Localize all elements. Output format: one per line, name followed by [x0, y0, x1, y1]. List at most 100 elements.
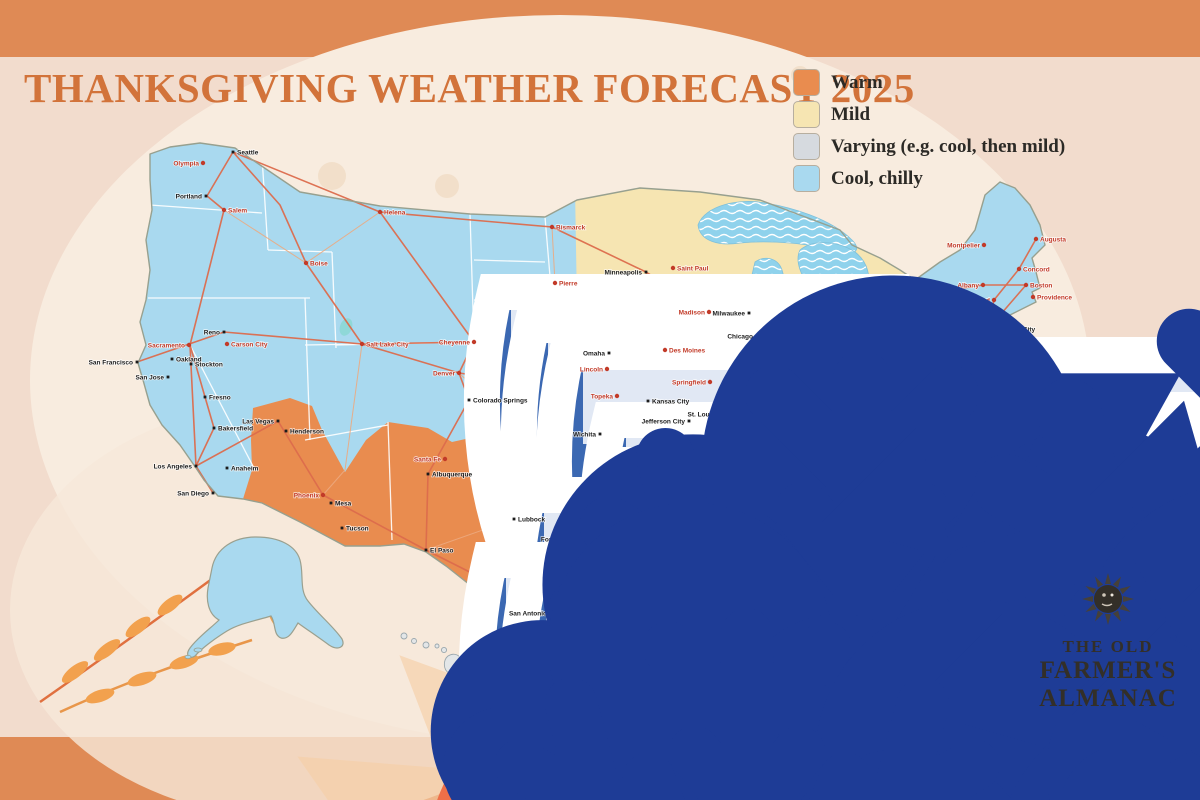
city-label: Pierre	[559, 280, 578, 287]
city-label: Phoenix	[294, 492, 320, 499]
city-dot	[512, 517, 516, 521]
capital-dot	[442, 456, 448, 462]
legend-item: Warm	[793, 69, 1065, 96]
state-capital-marker: Madison	[678, 309, 712, 317]
capital-dot	[456, 370, 462, 376]
state-capital-marker: Cheyenne	[438, 339, 477, 347]
city-marker: Stockton	[189, 361, 224, 369]
city-label: Anaheim	[231, 465, 259, 472]
city-label: Chicago	[727, 333, 753, 340]
city-marker: Henderson	[284, 428, 325, 436]
logo-line-1: THE OLD	[1062, 637, 1154, 656]
city-dot	[225, 466, 229, 470]
city-dot	[607, 351, 611, 355]
city-marker: Omaha	[582, 350, 611, 358]
capital-dot	[221, 207, 227, 213]
state-capital-marker: Albany	[957, 282, 986, 290]
state-capital-marker: Boise	[303, 260, 329, 268]
logo-line-2: FARMER'S	[1039, 657, 1177, 684]
city-dot	[276, 419, 280, 423]
city-label: Salem	[228, 207, 247, 214]
state-capital-marker: Lincoln	[579, 366, 610, 374]
almanac-logo: THE OLD FARMER'S ALMANAC	[1018, 570, 1198, 712]
city-dot	[203, 395, 207, 399]
city-label: Colorado Springs	[473, 397, 528, 404]
city-label: Carson City	[231, 341, 268, 348]
city-dot	[340, 526, 344, 530]
road	[189, 151, 234, 494]
city-label: Jefferson City	[642, 418, 686, 425]
capital-dot	[320, 492, 326, 498]
capital-dot	[549, 224, 555, 230]
road	[189, 344, 215, 467]
road	[232, 151, 363, 345]
capital-dot	[614, 393, 620, 399]
capital-dot	[991, 297, 997, 303]
city-label: Bakersfield	[218, 425, 253, 432]
logo-line-3: ALMANAC	[1039, 684, 1177, 712]
state-capital-marker: Augusta	[1033, 236, 1067, 244]
city-label: San Diego	[177, 490, 209, 497]
capital-dot	[662, 347, 668, 353]
city-label: Wichita	[573, 431, 596, 438]
city-label: St. Louis	[688, 411, 716, 418]
city-label: El Paso	[430, 547, 454, 554]
capital-dot	[1016, 266, 1022, 272]
legend: Warm Mild Varying (e.g. cool, then mild) Co…	[793, 69, 1065, 198]
capital-dot	[980, 282, 986, 288]
state-capital-marker: Helena	[377, 209, 406, 217]
state-capital-marker: Salem	[221, 207, 248, 215]
city-label: Albuquerque	[432, 471, 472, 478]
city-label: Omaha	[583, 350, 605, 357]
city-marker: Lubbock	[512, 516, 546, 524]
city-marker: El Paso	[424, 547, 454, 555]
city-marker: Tucson	[340, 525, 369, 533]
city-label: Olympia	[173, 160, 199, 167]
legend-swatch-cool	[793, 165, 820, 192]
city-label: Portland	[176, 193, 202, 200]
city-marker: Fresno	[203, 394, 231, 402]
state-capital-marker: Phoenix	[293, 492, 326, 500]
city-label: Kansas City	[652, 398, 690, 405]
city-label: Stockton	[195, 361, 223, 368]
capital-dot	[359, 341, 365, 347]
capital-dot	[707, 379, 713, 385]
city-dot	[212, 426, 216, 430]
capital-dot	[981, 242, 987, 248]
city-dot	[211, 491, 215, 495]
state-capital-marker: Denver	[432, 370, 462, 378]
city-label: Tucson	[346, 525, 369, 532]
state-capital-marker: Olympia	[173, 160, 206, 168]
city-dot	[204, 194, 208, 198]
road	[379, 211, 475, 551]
city-dot	[329, 501, 333, 505]
city-label: Salt Lake City	[366, 341, 409, 348]
legend-label: Cool, chilly	[831, 167, 923, 189]
city-marker: Milwaukee	[712, 310, 751, 318]
city-label: Madison	[679, 309, 705, 316]
state-capital-marker: Saint Paul	[670, 265, 709, 273]
city-label: Milwaukee	[712, 310, 745, 317]
city-label: San Antonio	[509, 610, 547, 617]
city-label: Topeka	[591, 393, 614, 400]
city-dot	[426, 472, 430, 476]
road	[361, 343, 460, 374]
city-label: Bismarck	[556, 224, 586, 231]
capital-dot	[552, 280, 558, 286]
capital-dot	[224, 341, 230, 347]
minor-road	[322, 343, 363, 496]
city-dot	[284, 429, 288, 433]
city-dot	[189, 362, 193, 366]
capital-dot	[1023, 282, 1029, 288]
legend-label: Mild	[831, 103, 871, 125]
city-label: Lubbock	[518, 516, 545, 523]
city-marker: Los Angeles	[153, 463, 198, 471]
city-marker: Reno	[203, 329, 226, 337]
city-dot	[424, 548, 428, 552]
city-label: Santa Fe	[414, 456, 441, 463]
city-label: Augusta	[1040, 236, 1066, 243]
state-capital-marker: Springfield	[671, 379, 713, 387]
city-marker: Oakland	[170, 356, 202, 364]
city-label: Seattle	[237, 149, 259, 156]
legend-swatch-warm	[793, 69, 820, 96]
